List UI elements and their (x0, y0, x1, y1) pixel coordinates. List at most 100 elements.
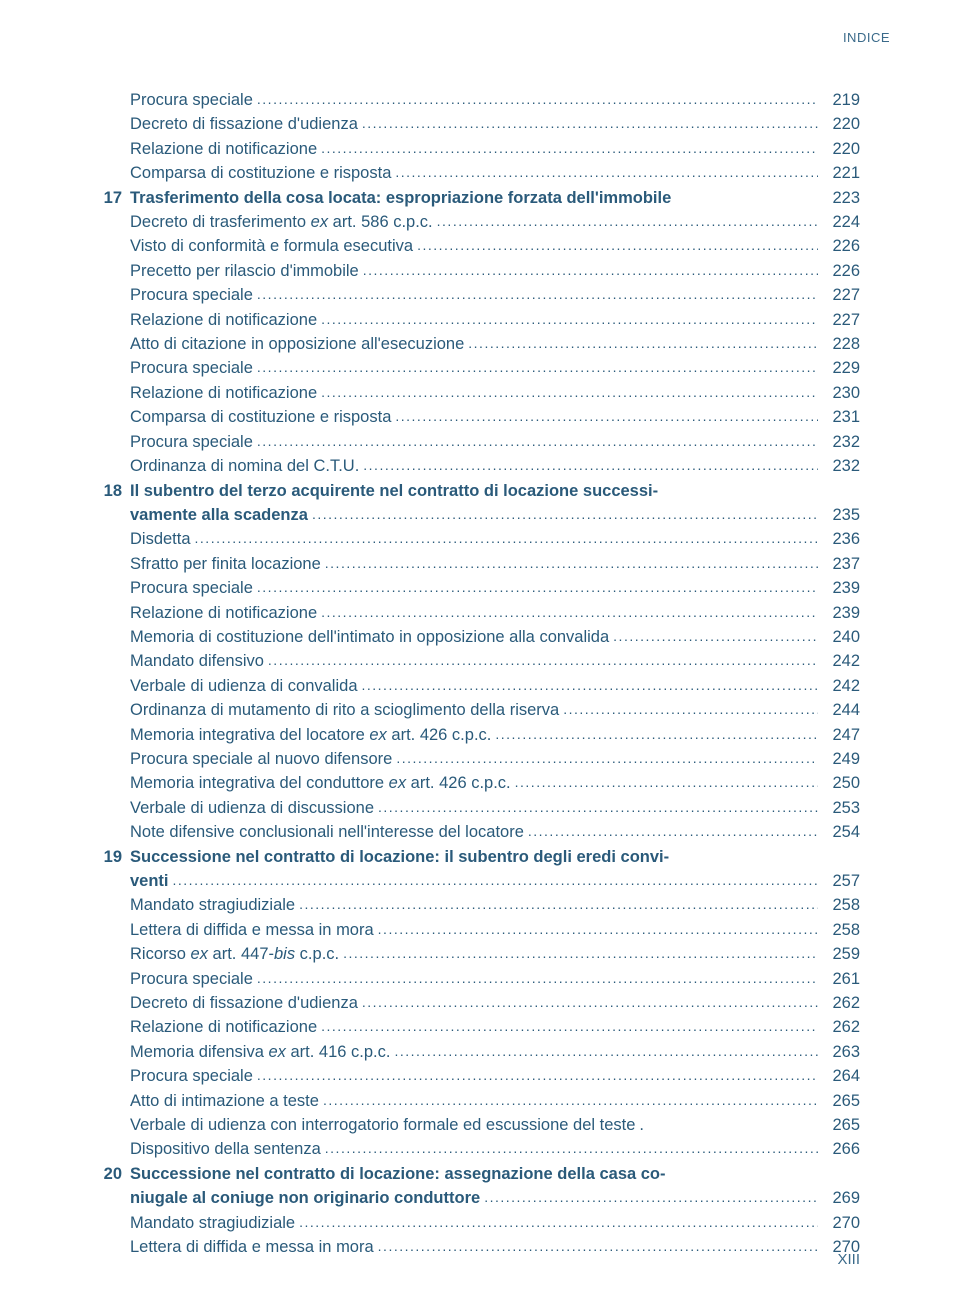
toc-row: Sfratto per finita locazione 237 (100, 552, 860, 576)
toc-pagenum: 242 (818, 674, 860, 698)
toc-pagenum: 227 (818, 283, 860, 307)
toc-label: Atto di citazione in opposizione all'ese… (130, 332, 464, 356)
toc-label: Ordinanza di mutamento di rito a sciogli… (130, 698, 559, 722)
toc-pagenum: 242 (818, 649, 860, 673)
toc-leader (253, 284, 818, 305)
toc-label: Dispositivo della sentenza (130, 1137, 321, 1161)
toc-label: Sfratto per finita locazione (130, 552, 321, 576)
toc-leader (264, 650, 818, 671)
toc-row: Procura speciale al nuovo difensore249 (100, 747, 860, 771)
toc-pagenum: 226 (818, 259, 860, 283)
toc-label: Ordinanza di nomina del C.T.U. (130, 454, 359, 478)
chapter-number: 19 (100, 845, 130, 869)
toc-row: Decreto di fissazione d'udienza 262 (100, 991, 860, 1015)
toc-label: Memoria difensiva ex art. 416 c.p.c. (130, 1040, 390, 1064)
toc-pagenum: 254 (818, 820, 860, 844)
toc-label: Decreto di fissazione d'udienza (130, 991, 358, 1015)
toc-pagenum: 228 (818, 332, 860, 356)
toc-row: venti 257 (100, 869, 860, 893)
toc-leader (317, 138, 818, 159)
toc-leader (480, 1187, 818, 1208)
toc-row: Comparsa di costituzione e risposta 231 (100, 405, 860, 429)
toc-label: Procura speciale (130, 356, 253, 380)
toc-pagenum: 264 (818, 1064, 860, 1088)
toc-leader (391, 162, 818, 183)
toc-pagenum: 235 (818, 503, 860, 527)
toc-pagenum: 249 (818, 747, 860, 771)
toc-pagenum: 220 (818, 112, 860, 136)
toc-label: Visto di conformità e formula esecutiva (130, 234, 413, 258)
toc-row: Decreto di fissazione d'udienza220 (100, 112, 860, 136)
toc-row: Procura speciale232 (100, 430, 860, 454)
toc-row: Lettera di diffida e messa in mora258 (100, 918, 860, 942)
toc-row: Ricorso ex art. 447-bis c.p.c.259 (100, 942, 860, 966)
toc-row: Memoria difensiva ex art. 416 c.p.c.263 (100, 1040, 860, 1064)
toc-pagenum: 237 (818, 552, 860, 576)
toc-label: Procura speciale (130, 88, 253, 112)
toc-pagenum: 239 (818, 576, 860, 600)
toc-pagenum: 219 (818, 88, 860, 112)
toc-label: Mandato stragiudiziale (130, 1211, 295, 1235)
toc-label: Mandato difensivo (130, 649, 264, 673)
toc-row: Dispositivo della sentenza 266 (100, 1137, 860, 1161)
toc-pagenum: 239 (818, 601, 860, 625)
toc-row: Relazione di notificazione220 (100, 137, 860, 161)
toc-leader (358, 992, 818, 1013)
toc-leader (317, 382, 818, 403)
toc-label: Ricorso ex art. 447-bis c.p.c. (130, 942, 339, 966)
toc-pagenum: 231 (818, 405, 860, 429)
toc-pagenum: 221 (818, 161, 860, 185)
toc-pagenum: 220 (818, 137, 860, 161)
toc-label: Procura speciale (130, 576, 253, 600)
toc-leader (391, 406, 818, 427)
toc-label: Verbale di udienza di discussione (130, 796, 374, 820)
toc-pagenum: 266 (818, 1137, 860, 1161)
toc-row: Lettera di diffida e messa in mora270 (100, 1235, 860, 1259)
toc-row: Memoria integrativa del conduttore ex ar… (100, 771, 860, 795)
toc-row: Relazione di notificazione 239 (100, 601, 860, 625)
toc-leader (374, 919, 818, 940)
toc-label: Relazione di notificazione (130, 1015, 317, 1039)
toc-pagenum: 261 (818, 967, 860, 991)
chapter-number: 17 (100, 186, 130, 210)
toc-label: Decreto di trasferimento ex art. 586 c.p… (130, 210, 433, 234)
toc-pagenum: 265 (818, 1113, 860, 1137)
chapter-number: 18 (100, 479, 130, 503)
toc-row: Atto di intimazione a teste265 (100, 1089, 860, 1113)
toc-row: Ordinanza di mutamento di rito a sciogli… (100, 698, 860, 722)
toc-leader (169, 870, 818, 891)
toc-leader (191, 528, 818, 549)
toc-label: Procura speciale (130, 283, 253, 307)
toc-leader (253, 357, 818, 378)
toc-leader (413, 235, 818, 256)
toc-label: Relazione di notificazione (130, 601, 317, 625)
toc-leader (359, 260, 818, 281)
toc-leader (390, 1041, 818, 1062)
toc-row: Decreto di trasferimento ex art. 586 c.p… (100, 210, 860, 234)
toc-leader (559, 699, 818, 720)
toc-leader (358, 113, 818, 134)
toc-pagenum: 262 (818, 991, 860, 1015)
toc-leader (253, 431, 818, 452)
toc-leader (511, 772, 818, 793)
toc-pagenum: 244 (818, 698, 860, 722)
toc-row: Note difensive conclusionali nell'intere… (100, 820, 860, 844)
toc-row: Disdetta236 (100, 527, 860, 551)
toc-pagenum: 257 (818, 869, 860, 893)
toc-row: Visto di conformità e formula esecutiva2… (100, 234, 860, 258)
toc-leader (321, 553, 818, 574)
toc-row: Verbale di udienza di convalida242 (100, 674, 860, 698)
toc-leader (253, 1065, 818, 1086)
toc-label: Memoria di costituzione dell'intimato in… (130, 625, 609, 649)
toc-label: venti (130, 869, 169, 893)
page-header: INDICE (843, 30, 890, 45)
toc-pagenum: 258 (818, 918, 860, 942)
toc-row: Procura speciale 227 (100, 283, 860, 307)
toc-label: Trasferimento della cosa locata: espropr… (130, 186, 671, 210)
toc-pagenum: 250 (818, 771, 860, 795)
toc-leader (609, 626, 818, 647)
toc-leader (359, 455, 818, 476)
toc-label: Comparsa di costituzione e risposta (130, 405, 391, 429)
toc-row: 18Il subentro del terzo acquirente nel c… (100, 479, 860, 503)
toc-label: Comparsa di costituzione e risposta (130, 161, 391, 185)
